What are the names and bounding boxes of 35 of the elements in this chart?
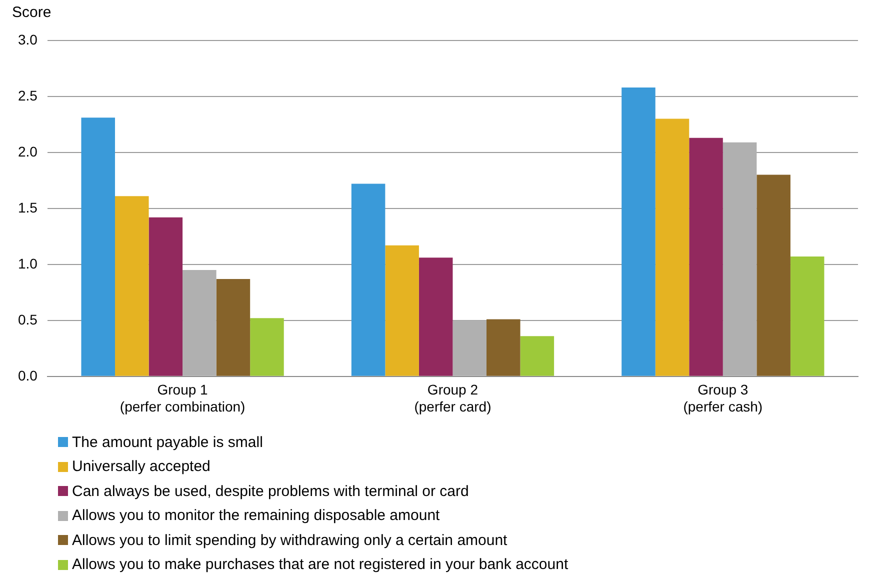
y-tick-label: 0.0 [18, 367, 38, 384]
y-tick-label: 2.5 [18, 87, 38, 104]
bar [486, 319, 520, 376]
bar [385, 245, 419, 376]
bar [148, 217, 183, 376]
legend-label: Allows you to make purchases that are not registered in your bank account [72, 556, 568, 574]
bar [115, 196, 149, 376]
bar [351, 184, 386, 376]
bar [182, 270, 216, 376]
bar [790, 256, 824, 376]
bar [655, 118, 690, 376]
legend-label: Universally accepted [72, 458, 210, 476]
x-tick-label: Group 1 (perfer combination) [120, 382, 246, 414]
bar [622, 87, 656, 376]
y-axis-title: Score [12, 4, 52, 22]
y-tick-label: 1.0 [18, 255, 38, 272]
x-tick-label: Group 2 (perfer card) [414, 382, 492, 414]
bar [520, 336, 554, 376]
bar [452, 320, 487, 376]
y-tick-label: 3.0 [18, 31, 38, 48]
legend-label: Can always be used, despite problems with terminal or card [72, 482, 469, 500]
legend-label: The amount payable is small [72, 434, 263, 451]
bar [722, 142, 757, 376]
y-tick-label: 2.0 [18, 143, 38, 160]
legend-label: Allows you to limit spending by withdrawing only a certain amount [72, 532, 508, 549]
y-tick-label: 1.5 [18, 199, 38, 216]
bar [756, 174, 790, 376]
legend-label: Allows you to monitor the remaining disposable amount [72, 507, 440, 524]
bar [250, 318, 284, 376]
bar [216, 278, 250, 376]
bar [418, 258, 453, 376]
bar [689, 138, 723, 376]
x-tick-label: Group 3 (perfer cash) [683, 382, 763, 414]
bar [81, 118, 116, 376]
y-tick-label: 0.5 [18, 311, 38, 328]
